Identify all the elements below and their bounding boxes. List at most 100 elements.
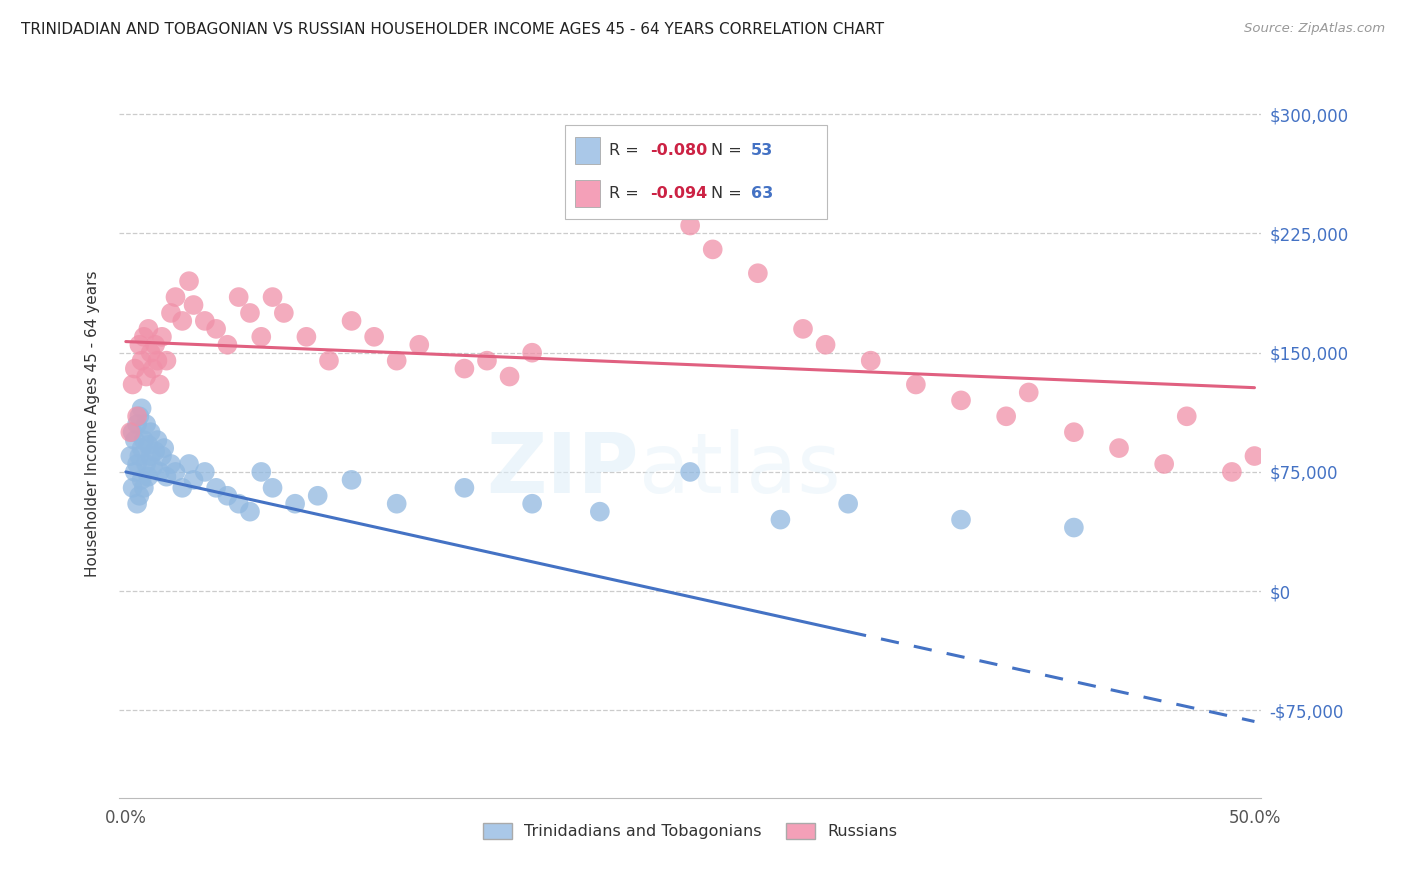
Point [138, 438, 160, 452]
Point [132, 481, 155, 495]
Point [475, 353, 498, 368]
Point [1220, 465, 1243, 479]
Point [1288, 505, 1310, 519]
Point [120, 425, 142, 440]
Point [127, 497, 149, 511]
Point [250, 465, 273, 479]
Point [295, 330, 318, 344]
Point [995, 409, 1018, 424]
Point [217, 489, 239, 503]
Point [131, 473, 153, 487]
Point [702, 243, 724, 257]
Point [135, 457, 157, 471]
Point [183, 473, 205, 487]
Text: TRINIDADIAN AND TOBAGONIAN VS RUSSIAN HOUSEHOLDER INCOME AGES 45 - 64 YEARS CORR: TRINIDADIAN AND TOBAGONIAN VS RUSSIAN HO… [21, 22, 884, 37]
Point [1243, 449, 1265, 463]
Point [165, 465, 187, 479]
Point [172, 481, 194, 495]
Point [138, 469, 160, 483]
Point [142, 361, 165, 376]
Point [228, 497, 250, 511]
Point [135, 369, 157, 384]
Point [589, 505, 612, 519]
Point [205, 322, 228, 336]
Point [146, 353, 169, 368]
Point [135, 417, 157, 432]
Point [340, 473, 363, 487]
Point [612, 147, 634, 161]
Text: R =: R = [609, 143, 644, 158]
Point [239, 306, 262, 320]
Point [262, 290, 284, 304]
Point [127, 409, 149, 424]
FancyBboxPatch shape [564, 126, 827, 219]
Point [172, 314, 194, 328]
Point [363, 330, 385, 344]
Point [340, 314, 363, 328]
Point [183, 298, 205, 312]
Legend: Trinidadians and Tobagonians, Russians: Trinidadians and Tobagonians, Russians [477, 816, 904, 846]
Point [1063, 425, 1085, 440]
Point [1018, 385, 1040, 400]
Point [143, 337, 166, 351]
Point [273, 306, 295, 320]
Point [205, 481, 228, 495]
Point [679, 219, 702, 233]
Point [121, 377, 143, 392]
Point [859, 353, 882, 368]
Point [150, 449, 173, 463]
Point [228, 290, 250, 304]
Point [747, 266, 769, 280]
Point [453, 481, 475, 495]
Point [520, 345, 543, 359]
Text: atlas: atlas [638, 428, 841, 509]
Text: 53: 53 [751, 143, 773, 158]
Bar [575, 137, 600, 164]
Point [138, 322, 160, 336]
Point [155, 353, 177, 368]
Point [150, 330, 173, 344]
Point [950, 513, 973, 527]
Point [128, 337, 150, 351]
Point [131, 353, 153, 368]
Point [139, 449, 162, 463]
Point [142, 460, 165, 475]
Point [318, 353, 340, 368]
Point [131, 441, 153, 455]
Point [149, 377, 172, 392]
Point [307, 489, 329, 503]
Point [121, 425, 143, 440]
Point [239, 505, 262, 519]
Point [498, 369, 520, 384]
Point [124, 361, 146, 376]
Point [120, 449, 142, 463]
Point [408, 337, 430, 351]
Point [1322, 528, 1344, 542]
Point [1355, 552, 1378, 566]
Point [217, 337, 239, 351]
Point [132, 433, 155, 447]
Point [679, 465, 702, 479]
Point [1063, 520, 1085, 534]
Point [1175, 409, 1198, 424]
Point [131, 401, 153, 416]
Point [1265, 481, 1288, 495]
Point [657, 170, 679, 185]
Point [904, 377, 927, 392]
Point [132, 330, 155, 344]
Point [124, 465, 146, 479]
Point [128, 449, 150, 463]
Point [165, 290, 187, 304]
Point [453, 361, 475, 376]
Point [262, 481, 284, 495]
Point [177, 274, 200, 288]
Text: Source: ZipAtlas.com: Source: ZipAtlas.com [1244, 22, 1385, 36]
Point [1108, 441, 1130, 455]
Point [177, 457, 200, 471]
Point [127, 457, 149, 471]
Point [385, 497, 408, 511]
Point [194, 465, 217, 479]
Point [143, 444, 166, 458]
Point [837, 497, 859, 511]
Point [121, 481, 143, 495]
